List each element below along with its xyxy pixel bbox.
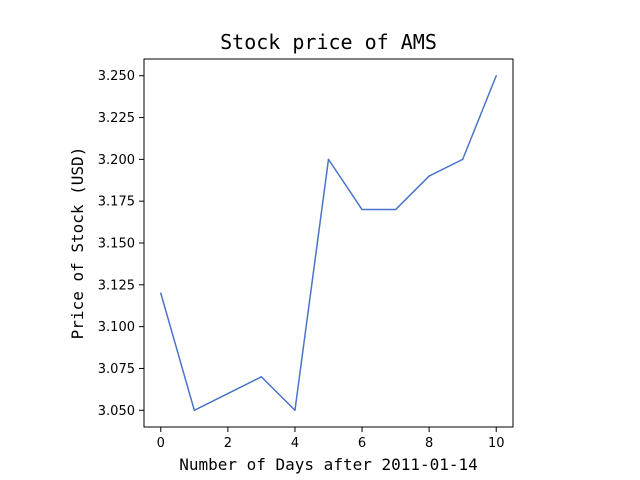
y-tick-label: 3.250 — [98, 69, 135, 84]
y-tick-label: 3.150 — [98, 237, 135, 252]
data-point — [260, 376, 263, 378]
plot-frame — [143, 58, 514, 428]
data-point — [461, 158, 464, 161]
y-tick-label: 3.075 — [98, 362, 135, 377]
y-tick-label: 3.200 — [98, 153, 135, 168]
data-point — [394, 208, 397, 211]
data-point — [160, 292, 162, 294]
x-axis-title: Number of Days after 2011-01-14 — [179, 455, 478, 474]
data-point — [495, 74, 497, 77]
data-point — [327, 158, 330, 161]
plot-area: 0 2 4 6 8 10 3.050 3.075 3.100 3.125 3.150 3.175 3.2… — [98, 58, 514, 451]
x-tick-label: 4 — [291, 436, 299, 451]
series-line — [160, 75, 497, 412]
y-tick-label: 3.225 — [98, 111, 135, 126]
data-point — [193, 409, 196, 412]
data-point — [428, 175, 430, 177]
chart-title: Stock price of AMS — [220, 30, 437, 54]
x-tick-label: 6 — [358, 436, 366, 451]
data-point — [227, 392, 229, 395]
data-point — [294, 409, 296, 412]
y-tick-label: 3.125 — [98, 278, 135, 293]
x-tick-label: 2 — [224, 436, 232, 451]
x-tick-label: 8 — [425, 436, 433, 451]
x-tick-label: 10 — [488, 436, 505, 451]
y-tick-label: 3.050 — [98, 404, 135, 419]
y-tick-label: 3.100 — [98, 320, 135, 335]
data-point — [361, 208, 363, 211]
y-axis-title: Price of Stock (USD) — [68, 147, 87, 340]
x-tick-label: 0 — [157, 436, 165, 451]
y-tick-label: 3.175 — [98, 195, 135, 210]
